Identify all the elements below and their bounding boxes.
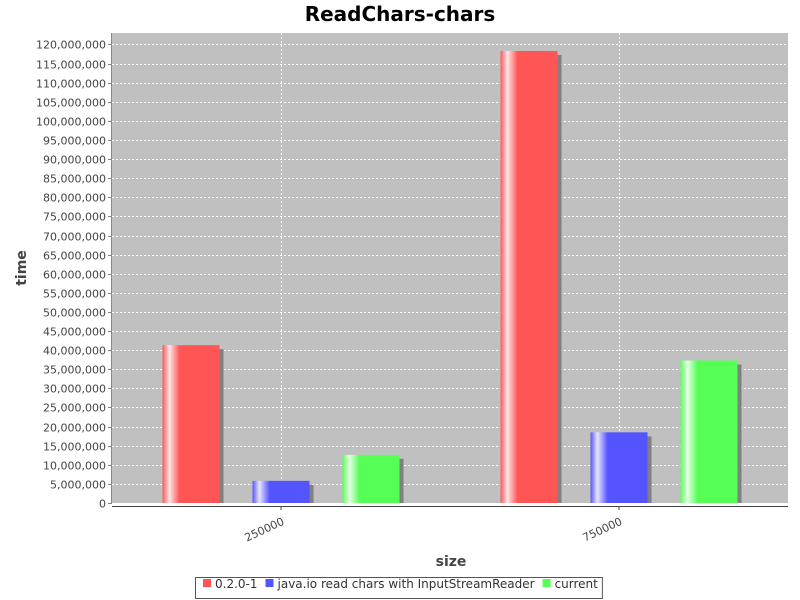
bar-750000-java.io read chars with InputStreamReader	[590, 432, 648, 503]
y-axis-label: time	[14, 250, 30, 286]
y-tick-label: 85,000,000	[43, 173, 106, 186]
y-tick-label: 115,000,000	[36, 59, 106, 72]
y-tick-label: 25,000,000	[43, 402, 106, 415]
y-tick-label: 105,000,000	[36, 97, 106, 110]
bars	[162, 50, 742, 503]
bar-750000-0.2.0-1	[500, 50, 558, 503]
grid-lines	[112, 33, 788, 504]
y-tick-label: 35,000,000	[43, 364, 106, 377]
y-axis-ticks: 0 5,000,000 10,000,000 15,000,000 20,000,000…	[36, 39, 112, 511]
y-tick-label: 15,000,000	[43, 441, 106, 454]
y-tick-label: 50,000,000	[43, 307, 106, 320]
bar-250000-java.io read chars with InputStreamReader	[252, 480, 310, 503]
y-tick-label: 80,000,000	[43, 192, 106, 205]
legend-swatch	[203, 579, 211, 587]
legend-box	[195, 577, 603, 599]
y-tick-label: 5,000,000	[50, 479, 106, 492]
y-tick-label: 95,000,000	[43, 135, 106, 148]
y-tick-label: 30,000,000	[43, 383, 106, 396]
legend: 0.2.0-1 java.io read chars with InputStre…	[195, 577, 603, 599]
y-tick-label: 100,000,000	[36, 116, 106, 129]
y-tick-label: 90,000,000	[43, 154, 106, 167]
y-tick-label: 45,000,000	[43, 326, 106, 339]
y-tick-label: 20,000,000	[43, 422, 106, 435]
legend-swatch	[265, 579, 274, 587]
y-tick-label: 10,000,000	[43, 460, 106, 473]
y-tick-label: 65,000,000	[43, 250, 106, 263]
y-tick-label: 70,000,000	[43, 231, 106, 244]
x-tick-label: 250000	[243, 515, 287, 545]
x-tick-label: 750000	[581, 515, 625, 545]
legend-entry: java.io read chars with InputStreamReade…	[277, 577, 535, 591]
bar-750000-current	[680, 360, 738, 503]
y-tick-label: 40,000,000	[43, 345, 106, 358]
legend-entry: current	[555, 577, 599, 591]
y-tick-label: 110,000,000	[36, 78, 106, 91]
bar-250000-current	[342, 454, 400, 503]
bar-250000-0.2.0-1	[162, 345, 220, 503]
legend-entry: 0.2.0-1	[215, 577, 258, 591]
chart-title: ReadChars-chars	[305, 2, 496, 26]
y-tick-label: 75,000,000	[43, 211, 106, 224]
y-tick-label: 120,000,000	[36, 39, 106, 52]
plot-area	[112, 33, 788, 503]
x-axis-label: size	[436, 554, 467, 570]
y-tick-label: 0	[99, 498, 106, 511]
legend-swatch	[542, 579, 551, 587]
y-tick-label: 60,000,000	[43, 269, 106, 282]
y-tick-label: 55,000,000	[43, 288, 106, 301]
x-axis-ticks: 250000 750000	[243, 506, 625, 545]
